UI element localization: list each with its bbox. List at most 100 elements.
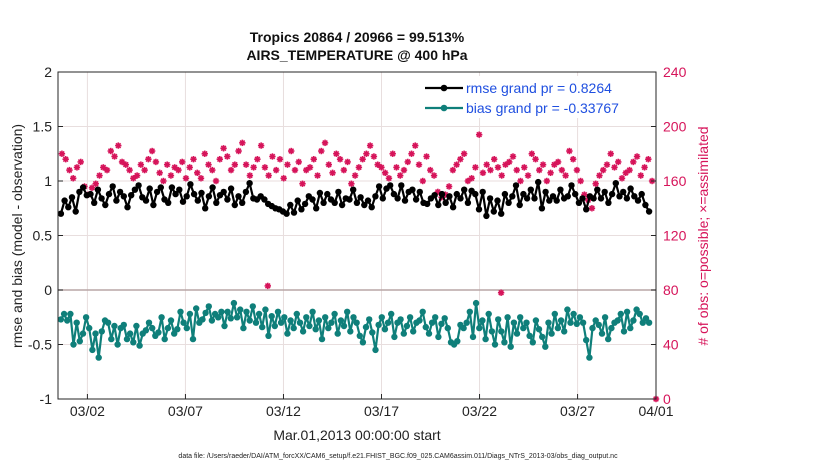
rmse-point [350, 186, 357, 193]
obs-marker-core [105, 168, 109, 172]
legend-bias-label: bias grand pr = -0.33767 [466, 100, 619, 116]
rmse-point [335, 188, 342, 196]
rmse-point [490, 208, 497, 215]
obs-marker-core [646, 157, 651, 161]
obs-marker-core [353, 173, 357, 178]
rmse-point [87, 190, 94, 198]
obs-count-marker [175, 166, 182, 174]
obs-count-marker [592, 180, 599, 187]
rmse-point [446, 193, 453, 200]
obs-marker-core [590, 206, 594, 211]
bias-point [70, 341, 77, 348]
bias-point [400, 330, 407, 337]
obs-marker-core [402, 168, 406, 172]
rmse-point [72, 208, 79, 215]
obs-count-marker [378, 164, 385, 171]
obs-count-marker [506, 158, 513, 166]
rmse-point [135, 182, 142, 189]
rmse-point [209, 184, 216, 191]
obs-marker-core [642, 165, 647, 170]
obs-marker-core [187, 165, 192, 170]
rmse-point [102, 201, 109, 209]
obs-count-marker [573, 166, 581, 174]
right-tick-label: 40 [663, 337, 679, 353]
obs-marker-core [511, 154, 515, 159]
bias-point [579, 319, 587, 326]
bias-point [95, 354, 102, 361]
obs-count-marker [344, 158, 351, 166]
obs-count-marker [453, 161, 460, 168]
legend-rmse-marker [440, 84, 448, 92]
rmse-point [627, 185, 634, 192]
y-tick-label: -1 [40, 391, 53, 407]
bias-point [218, 308, 225, 315]
bias-point [630, 317, 637, 324]
obs-count-marker [611, 164, 618, 171]
obs-count-marker [430, 172, 438, 179]
obs-marker-core [202, 151, 207, 156]
obs-marker-core [266, 173, 271, 178]
obs-count-marker [528, 150, 535, 157]
rmse-point [346, 196, 353, 203]
obs-count-marker [460, 150, 468, 157]
obs-count-marker [197, 175, 205, 182]
bias-point [262, 306, 269, 313]
obs-count-marker [145, 156, 152, 163]
rmse-point [453, 190, 460, 198]
rmse-point [357, 194, 364, 201]
rmse-point [113, 197, 120, 204]
obs-count-marker [122, 161, 130, 168]
rmse-point [116, 188, 124, 196]
obs-marker-core [387, 176, 391, 181]
obs-count-marker [235, 147, 242, 155]
bias-point [325, 324, 332, 332]
rmse-point [202, 205, 209, 212]
obs-count-marker [596, 172, 603, 179]
obs-count-marker [250, 164, 257, 171]
bias-point [130, 339, 137, 346]
obs-marker-core [432, 173, 436, 178]
obs-count-marker [517, 177, 524, 185]
obs-marker-core [360, 157, 365, 161]
obs-count-marker [340, 166, 348, 174]
rmse-point [542, 188, 549, 196]
obs-marker-core [308, 165, 312, 170]
rmse-point [564, 193, 571, 200]
rmse-point [412, 196, 420, 203]
obs-marker-core [334, 151, 339, 156]
obs-count-marker [103, 166, 111, 174]
obs-marker-core [210, 168, 215, 172]
rmse-point [183, 193, 190, 200]
bias-point [322, 314, 329, 321]
bias-point [296, 319, 304, 326]
obs-marker-core [469, 176, 474, 181]
rmse-point [509, 193, 516, 200]
obs-count-marker [457, 156, 464, 163]
obs-marker-core [195, 171, 200, 175]
bias-point [284, 330, 291, 337]
bias-point [205, 303, 212, 310]
bias-point [513, 330, 521, 337]
obs-marker-core [466, 179, 470, 183]
obs-marker-core [454, 162, 459, 167]
obs-marker-core [507, 160, 512, 164]
bias-point [375, 321, 382, 329]
obs-marker-core [390, 151, 395, 156]
obs-count-marker [272, 166, 280, 174]
bias-point [183, 324, 190, 332]
bias-point [356, 332, 363, 339]
obs-count-marker [637, 172, 645, 179]
obs-marker-core [394, 165, 399, 170]
bias-point [274, 308, 282, 315]
rmse-point [198, 189, 205, 197]
obs-count-marker [111, 153, 118, 160]
rmse-point [213, 199, 220, 206]
bias-point [86, 324, 93, 332]
bias-point [491, 341, 499, 348]
bias-point [145, 319, 153, 326]
obs-count-marker [336, 156, 344, 163]
bias-point [501, 339, 508, 346]
obs-count-marker [92, 180, 99, 187]
rmse-point [150, 201, 157, 209]
obs-marker-core [176, 168, 181, 172]
